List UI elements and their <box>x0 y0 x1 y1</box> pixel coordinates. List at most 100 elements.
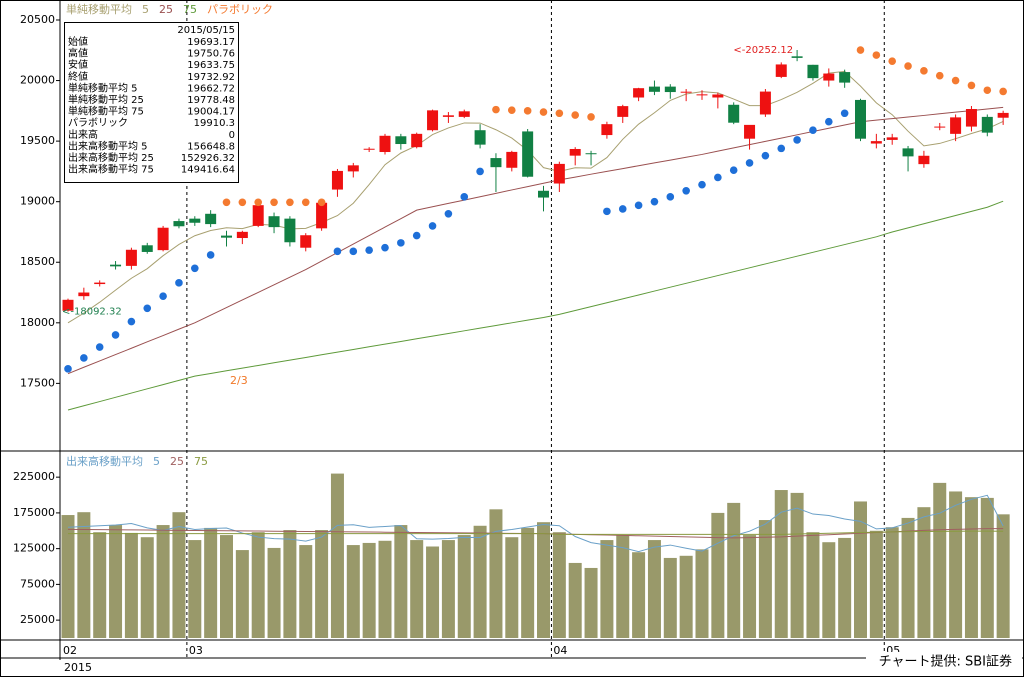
sar-dot <box>951 76 960 85</box>
y-tick-label: 175000 <box>13 506 55 519</box>
high-label: <-20252.12 <box>733 45 793 56</box>
volume-bar <box>679 555 693 638</box>
candle-body <box>538 190 549 198</box>
candle-body <box>474 130 486 145</box>
sar-dot <box>698 180 706 189</box>
sar-dot <box>634 201 643 210</box>
y-tick-label: 20000 <box>20 74 55 87</box>
sar-dot <box>159 292 167 300</box>
candle-body <box>981 116 993 133</box>
candle-body <box>522 131 534 177</box>
info-value: 0 <box>229 130 235 141</box>
volume-bar <box>140 537 154 638</box>
sar-dot <box>777 144 786 153</box>
sar-dot <box>571 111 579 119</box>
sar-dot <box>412 231 421 240</box>
sar-dot <box>983 86 992 95</box>
candle-body <box>918 155 930 165</box>
sar-dot <box>840 109 849 118</box>
info-label: 出来高移動平均 75 <box>68 163 154 176</box>
info-value: 19732.92 <box>187 72 235 83</box>
candle-body <box>363 148 375 150</box>
x-tick-label: 02 <box>63 644 77 657</box>
candle-body <box>205 213 217 225</box>
candle-body <box>252 205 264 226</box>
volume-bar <box>743 535 757 638</box>
info-value: 156648.8 <box>187 141 235 152</box>
sar-dot <box>587 113 595 121</box>
volume-bar <box>996 514 1010 638</box>
sar-dot <box>603 207 611 216</box>
candle-body <box>680 91 692 93</box>
volume-bar <box>790 492 804 638</box>
plot: 02 03 04 0 5 17500 18000 18500 19000 19500 20000 20… <box>13 0 1010 658</box>
info-label: パラボリック <box>68 117 128 129</box>
legend-entry: パラボリック <box>207 3 273 16</box>
volume-bar <box>109 525 123 638</box>
sar-dot <box>64 365 72 373</box>
info-value: 19750.76 <box>187 49 235 60</box>
volume-bar <box>330 473 344 638</box>
volume-bar <box>426 546 440 638</box>
info-label: 出来高 <box>68 128 98 141</box>
volume-bar <box>806 532 820 638</box>
volume-bar <box>124 532 138 638</box>
ma-line <box>67 200 1004 411</box>
volume-bar <box>695 549 709 638</box>
volume-bar <box>505 537 519 638</box>
candle-body <box>870 141 882 144</box>
candle-body <box>664 86 676 93</box>
volume-bar <box>854 501 867 638</box>
volume-bar <box>838 537 852 638</box>
info-label: 出来高移動平均 25 <box>68 151 154 164</box>
candle-body <box>744 124 756 139</box>
sar-dot <box>460 193 469 201</box>
volume-bar <box>822 542 836 638</box>
y-tick-label: 19500 <box>20 134 55 147</box>
candle-body <box>965 109 977 127</box>
legend-entry: 25 <box>159 3 173 16</box>
candle-body <box>775 64 787 77</box>
annotation: 2/3 <box>230 374 248 387</box>
volume-bar <box>188 540 202 638</box>
sar-dot <box>175 279 183 287</box>
sar-dot <box>222 198 231 207</box>
candle-body <box>427 110 439 131</box>
x-tick-label: 03 <box>189 644 203 657</box>
sar-dot <box>745 159 754 167</box>
legend-title: 出来高移動平均 <box>66 454 143 468</box>
volume-bar <box>235 550 249 638</box>
volume-bar <box>315 530 329 638</box>
volume-bar <box>93 532 107 638</box>
volume-bar <box>663 557 677 638</box>
candle-body <box>791 56 803 58</box>
candle-body <box>855 99 866 139</box>
candle-body <box>458 111 470 117</box>
candle-body <box>648 86 660 92</box>
sar-dot <box>95 343 104 351</box>
candle-body <box>300 235 312 248</box>
sar-dot <box>682 186 690 195</box>
credit-bg <box>866 652 1022 672</box>
sar-dot <box>254 198 262 207</box>
candle-body <box>94 282 106 285</box>
sar-dot <box>650 197 659 206</box>
candle-body <box>221 235 232 238</box>
candle-body <box>110 264 122 267</box>
sar-dot <box>286 198 294 207</box>
sar-dot <box>476 167 484 176</box>
legend-title: 単純移動平均 <box>66 2 132 16</box>
sar-dot <box>618 205 627 213</box>
volume-bar <box>441 540 455 638</box>
sar-dot <box>825 117 833 126</box>
volume-bar <box>885 527 899 638</box>
volume-bar <box>362 542 376 638</box>
volume-bar <box>172 512 186 638</box>
volume-bar <box>537 522 550 638</box>
sar-dot <box>349 247 358 256</box>
candle-body <box>950 117 962 134</box>
sar-dot <box>333 247 342 256</box>
legend-entry: 5 <box>153 455 160 468</box>
volume-bar <box>251 532 265 638</box>
year-label: 2015 <box>64 661 92 674</box>
